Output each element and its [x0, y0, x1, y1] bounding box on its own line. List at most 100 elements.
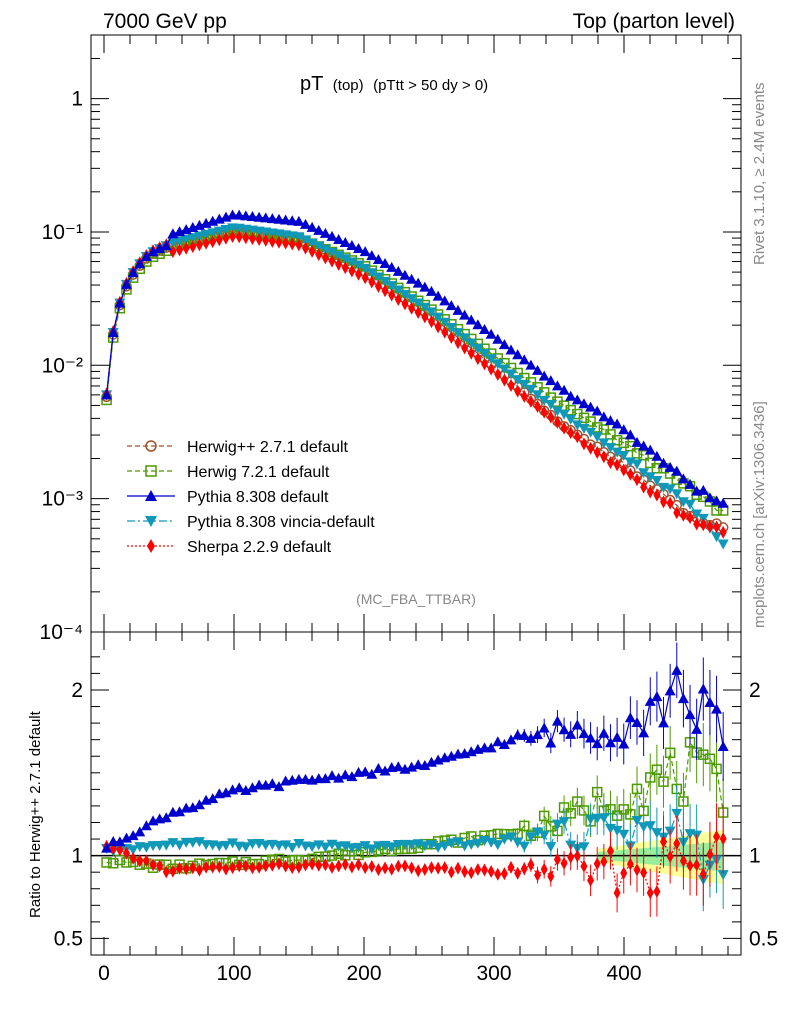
- ratio-data-point: [388, 862, 396, 876]
- ratio-data-point: [302, 858, 309, 872]
- ratio-data-point: [560, 856, 568, 870]
- data-point: [472, 319, 484, 330]
- ratio-data-point: [651, 764, 663, 775]
- data-point: [419, 281, 431, 292]
- data-point: [452, 328, 464, 339]
- data-point: [282, 236, 290, 250]
- data-point: [459, 333, 471, 344]
- data-point: [353, 260, 365, 271]
- ratio-data-point: [518, 729, 530, 740]
- data-point: [361, 271, 369, 285]
- data-point: [487, 362, 495, 376]
- ratio-data-point: [156, 859, 164, 873]
- ratio-data-point: [341, 857, 349, 871]
- ratio-data-point: [266, 778, 278, 789]
- ratio-data-point: [711, 703, 723, 714]
- data-point: [492, 359, 504, 370]
- data-point: [215, 233, 223, 247]
- ratio-data-point: [518, 841, 530, 852]
- data-point: [439, 295, 451, 306]
- data-point: [295, 238, 303, 252]
- data-point: [518, 379, 530, 390]
- data-point: [246, 211, 258, 222]
- ratio-data-point: [573, 849, 581, 863]
- data-point: [565, 390, 577, 401]
- ratio-data-point: [572, 796, 583, 807]
- ratio-data-point: [625, 809, 636, 820]
- ratio-data-point: [328, 860, 336, 874]
- ratio-data-point: [319, 842, 331, 853]
- ratio-data-point: [202, 860, 210, 874]
- data-point: [618, 424, 630, 435]
- ratio-data-point: [498, 834, 510, 845]
- data-point: [512, 375, 524, 386]
- ratio-data-point: [229, 861, 237, 875]
- data-point: [209, 235, 217, 249]
- ratio-data-point: [372, 762, 384, 773]
- data-point: [333, 251, 345, 262]
- data-point: [392, 285, 404, 296]
- data-point: [560, 421, 568, 435]
- ratio-data-point: [359, 766, 371, 777]
- data-point: [684, 499, 696, 510]
- legend-label: Sherpa 2.2.9 default: [187, 539, 332, 556]
- data-point: [386, 281, 398, 292]
- data-point: [494, 368, 502, 382]
- ratio-data-point: [412, 759, 424, 770]
- data-point: [481, 357, 489, 371]
- ratio-data-point: [593, 857, 601, 871]
- ratio-data-point: [719, 832, 727, 846]
- data-point: [306, 238, 318, 249]
- data-point: [679, 508, 687, 522]
- data-point: [540, 405, 548, 419]
- ratio-data-point: [514, 866, 522, 880]
- ratio-data-point: [686, 859, 694, 873]
- data-point: [366, 250, 378, 261]
- data-point: [213, 226, 225, 237]
- ratio-data-point: [651, 691, 663, 702]
- data-point: [671, 465, 683, 476]
- data-point: [591, 422, 603, 433]
- ratio-data-point: [512, 729, 524, 740]
- ratio-data-point: [507, 860, 515, 874]
- data-point: [677, 473, 689, 484]
- ratio-data-point: [160, 840, 172, 851]
- data-point: [567, 426, 575, 440]
- data-point: [505, 369, 517, 380]
- ratio-data-point: [691, 723, 703, 734]
- legend: Herwig++ 2.7.1 default Herwig 7.2.1 defau…: [127, 439, 375, 556]
- data-point: [467, 346, 475, 360]
- data-point: [545, 400, 557, 411]
- data-point: [222, 231, 230, 245]
- data-point: [532, 364, 544, 375]
- ratio-data-point: [534, 868, 542, 882]
- data-point: [339, 236, 351, 247]
- data-point: [335, 257, 343, 271]
- ratio-data-point: [624, 712, 636, 723]
- data-point: [606, 456, 614, 470]
- ratio-data-point: [565, 808, 576, 819]
- data-point: [260, 212, 272, 223]
- data-point: [306, 221, 318, 232]
- data-point: [275, 235, 283, 249]
- ratio-series-line: [106, 835, 724, 894]
- rivet-label: Rivet 3.1.10, ≥ 2.4M events: [751, 83, 768, 266]
- header-left: 7000 GeV pp: [103, 10, 227, 33]
- data-point: [465, 338, 477, 349]
- xtick-label: 300: [476, 962, 511, 985]
- data-point: [315, 248, 323, 262]
- data-point: [341, 261, 349, 275]
- ratio-data-point: [441, 861, 449, 875]
- ratio-data-point: [406, 840, 418, 851]
- ratio-data-point: [315, 858, 323, 872]
- data-point: [571, 394, 583, 405]
- data-point: [645, 457, 656, 469]
- data-point: [611, 418, 623, 429]
- data-point: [585, 416, 596, 427]
- ratio-data-point: [169, 864, 177, 878]
- data-point: [445, 322, 457, 333]
- ratio-data-point: [122, 846, 130, 860]
- data-point: [640, 480, 648, 494]
- ratio-data-point: [282, 859, 290, 873]
